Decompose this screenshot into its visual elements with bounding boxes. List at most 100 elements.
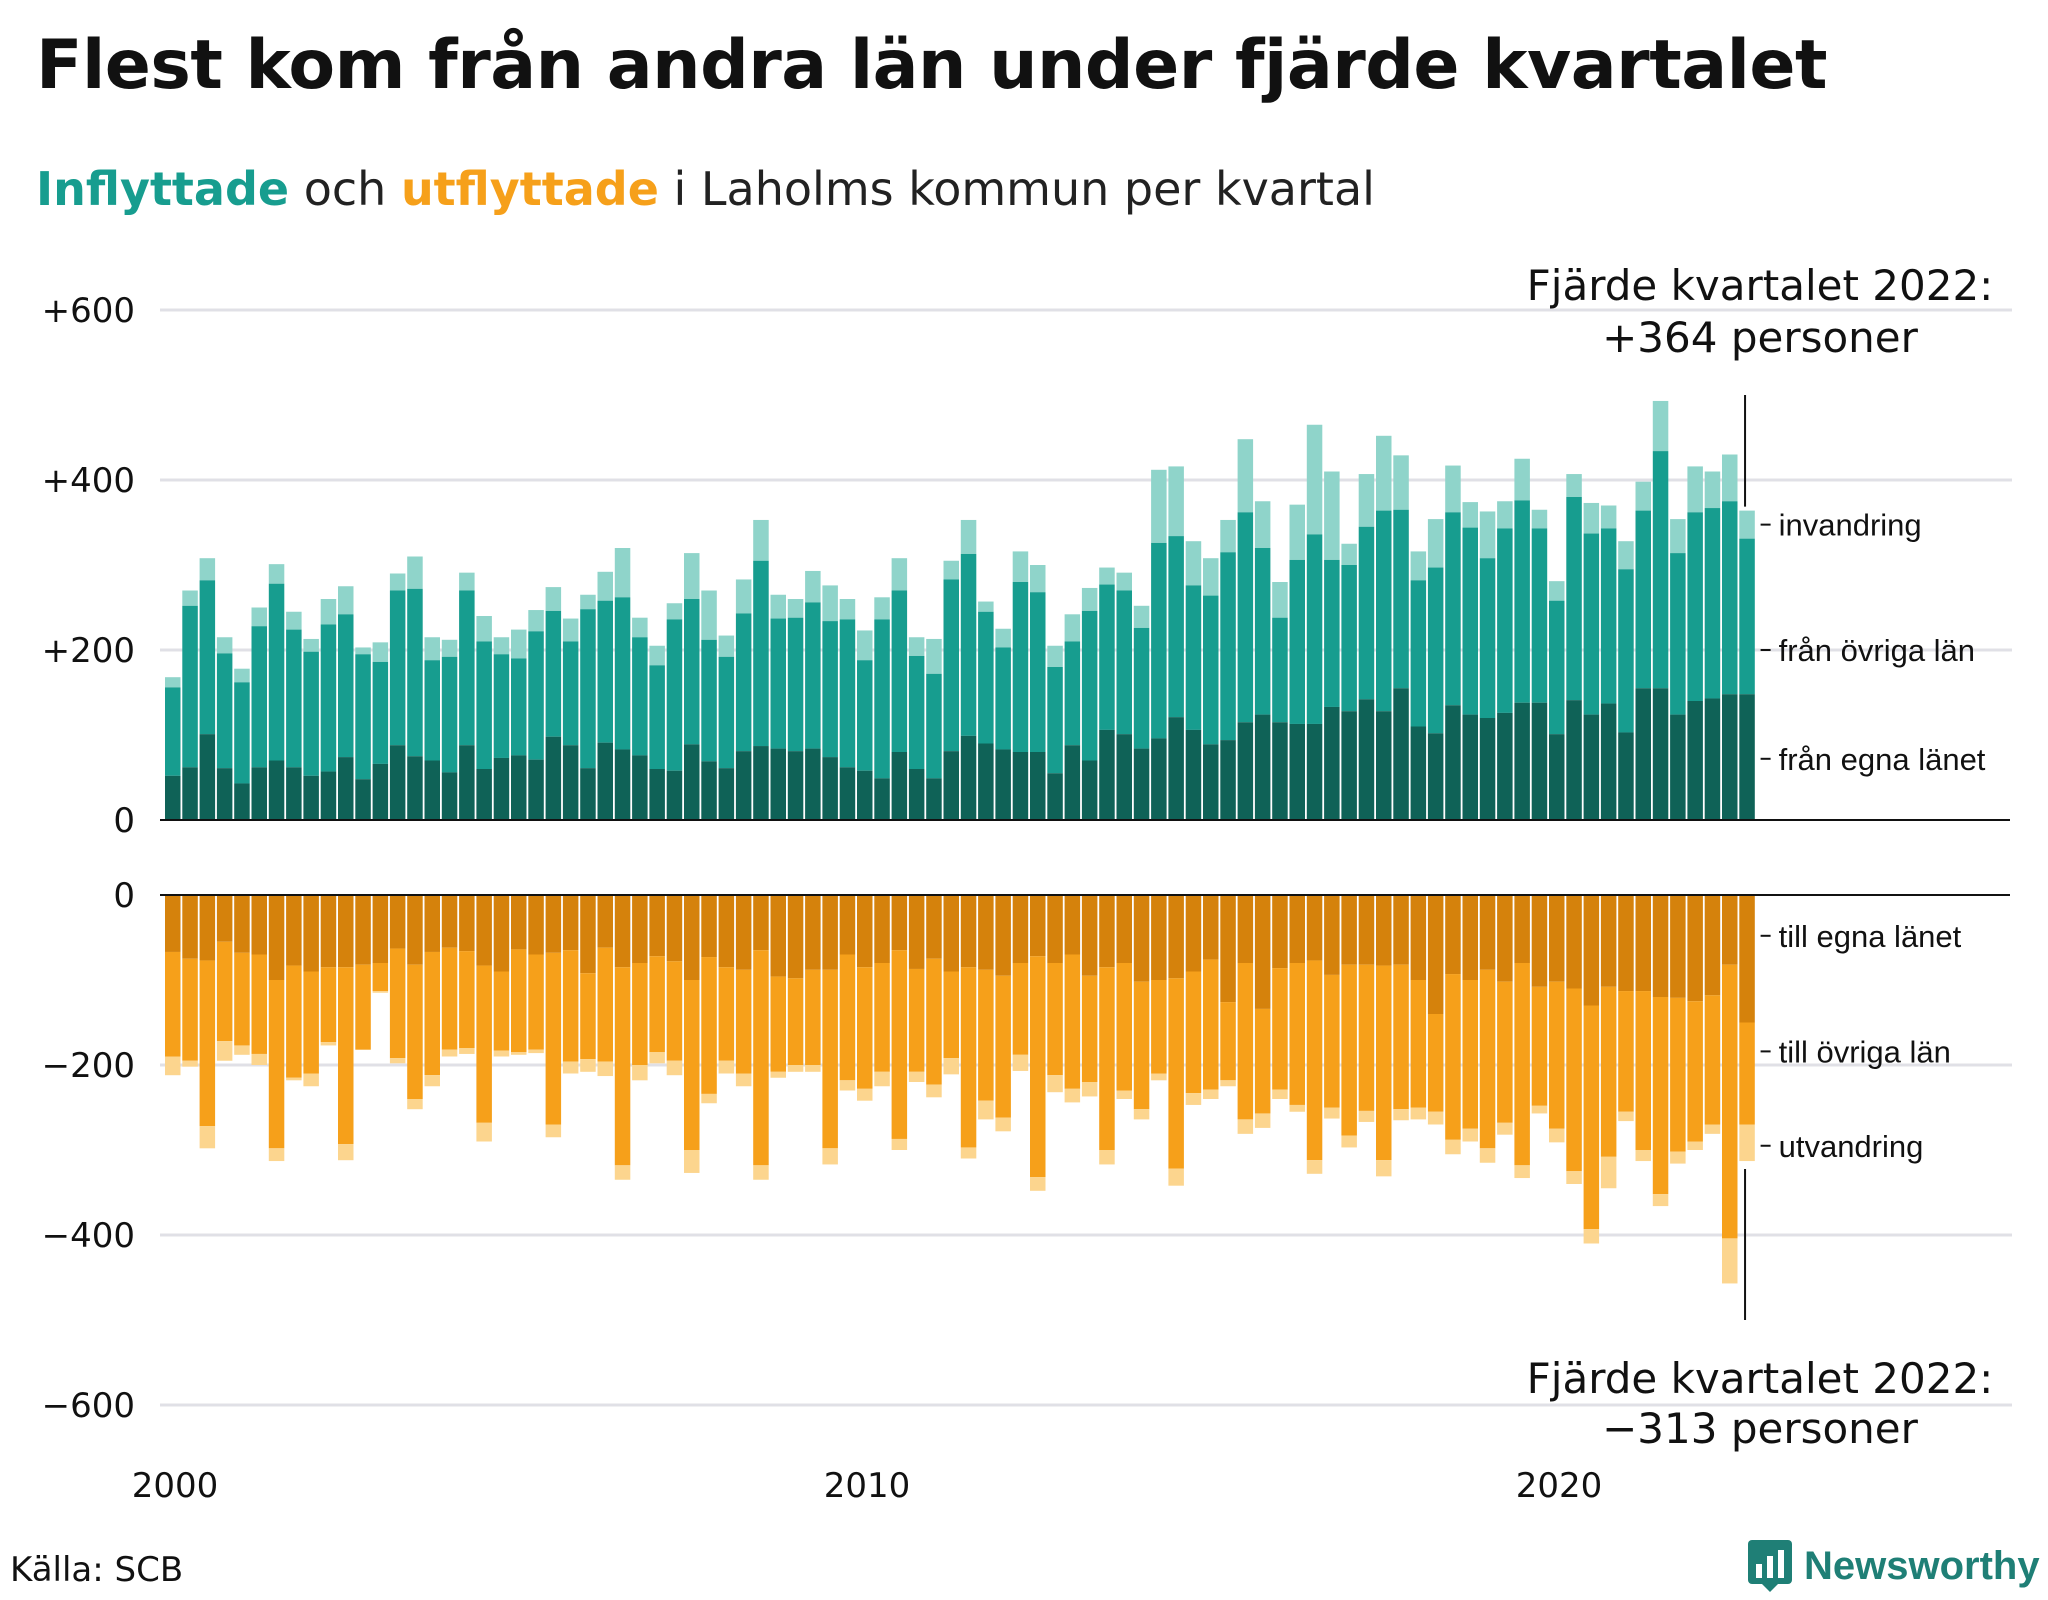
- bar-in-other-county: [338, 614, 354, 758]
- bar-out-emigration: [1099, 1150, 1115, 1165]
- series-label-top: invandring: [1779, 508, 1922, 543]
- bar-out-other-county: [1618, 991, 1634, 1112]
- bar-out-own-county: [1479, 895, 1496, 970]
- bar-in-own-county: [1514, 702, 1530, 820]
- bar-in-other-county: [597, 600, 613, 743]
- bar-in-other-county: [1185, 585, 1202, 730]
- bar-out-own-county: [493, 895, 510, 972]
- bar-in-other-county: [1462, 527, 1478, 715]
- bar-in-own-county: [1358, 699, 1375, 820]
- bar-out-other-county: [995, 975, 1011, 1118]
- bar-out-own-county: [1514, 895, 1530, 963]
- bar-in-own-county: [268, 760, 285, 820]
- bar-in-other-county: [701, 639, 717, 762]
- bar-out-own-county: [165, 895, 181, 952]
- bar-in-immigration: [943, 560, 959, 580]
- bar-out-other-county: [1237, 963, 1254, 1120]
- bar-out-other-county: [165, 951, 181, 1057]
- bar-out-other-county: [701, 957, 717, 1094]
- bar-out-emigration: [580, 1059, 596, 1072]
- bar-out-emigration: [268, 1148, 285, 1162]
- bar-out-own-county: [1566, 895, 1582, 989]
- bar-in-own-county: [1549, 734, 1565, 820]
- bar-in-own-county: [857, 770, 873, 820]
- x-tick-label: 2000: [132, 1466, 219, 1506]
- bar-out-emigration: [1462, 1128, 1478, 1142]
- bar-in-other-county: [684, 599, 700, 745]
- bar-out-emigration: [770, 1071, 786, 1078]
- bar-in-other-county: [1722, 501, 1738, 695]
- bar-in-immigration: [960, 519, 977, 554]
- bar-out-emigration: [234, 1045, 250, 1055]
- bar-out-emigration: [597, 1061, 613, 1077]
- bar-in-immigration: [1289, 504, 1305, 560]
- bar-in-other-county: [1393, 509, 1409, 689]
- bar-in-other-county: [1064, 641, 1081, 746]
- bar-in-immigration: [1531, 509, 1548, 529]
- bar-out-own-county: [372, 895, 389, 963]
- bar-out-emigration: [545, 1124, 562, 1138]
- bar-out-other-county: [839, 954, 856, 1081]
- bar-out-own-county: [1497, 895, 1513, 982]
- annotation-top-line1: Fjärde kvartalet 2022:: [1527, 261, 1994, 310]
- series-label-top: från egna länet: [1779, 742, 1986, 777]
- bar-out-emigration: [1341, 1135, 1357, 1148]
- bar-out-own-county: [1133, 895, 1150, 982]
- bar-out-own-county: [614, 895, 631, 968]
- bar-in-immigration: [1324, 471, 1340, 560]
- bar-out-other-county: [1099, 967, 1115, 1150]
- bar-out-own-county: [286, 895, 302, 966]
- bar-out-emigration: [511, 1052, 527, 1055]
- bar-in-own-county: [1081, 760, 1098, 820]
- bar-in-immigration: [770, 594, 786, 619]
- bar-in-own-county: [1687, 701, 1703, 820]
- bar-in-own-county: [1272, 722, 1288, 820]
- bar-out-own-county: [753, 895, 769, 951]
- bar-out-other-county: [1081, 975, 1098, 1082]
- bar-out-other-county: [355, 964, 371, 1050]
- bar-out-emigration: [666, 1060, 683, 1076]
- bar-out-own-county: [355, 895, 371, 965]
- bar-out-own-county: [1549, 895, 1565, 982]
- y-tick-label-top: 0: [113, 801, 135, 841]
- bar-in-other-county: [1133, 627, 1150, 749]
- bar-in-own-county: [441, 772, 458, 820]
- bar-out-emigration: [1306, 1160, 1323, 1174]
- bar-out-emigration: [1064, 1088, 1081, 1103]
- bar-out-other-county: [978, 969, 994, 1101]
- bar-out-other-county: [1376, 965, 1392, 1161]
- bar-out-emigration: [1549, 1128, 1565, 1143]
- bar-in-other-county: [908, 655, 925, 769]
- bar-out-own-county: [545, 895, 562, 953]
- bar-in-other-county: [1739, 538, 1755, 695]
- bar-out-emigration: [1410, 1107, 1427, 1120]
- bar-in-other-county: [891, 590, 908, 752]
- subtitle-rest: i Laholms kommun per kvartal: [658, 162, 1375, 216]
- bar-in-other-county: [805, 602, 821, 749]
- bar-in-other-county: [1081, 610, 1098, 761]
- bar-in-own-county: [545, 736, 562, 820]
- bar-in-immigration: [1722, 454, 1738, 502]
- bar-in-immigration: [303, 638, 319, 652]
- bar-out-emigration: [1497, 1122, 1513, 1135]
- axes: 0 +200 +400 +600 0 −200 −400 −600 2000 2010 2020: [42, 291, 2010, 1506]
- bar-in-other-county: [1116, 590, 1132, 735]
- bar-in-own-county: [1185, 729, 1202, 820]
- bar-out-own-county: [1652, 895, 1669, 997]
- subtitle-outflow-word: utflyttade: [400, 162, 659, 216]
- y-tick-label-bottom: −200: [42, 1046, 135, 1086]
- bar-in-immigration: [1099, 567, 1115, 585]
- bar-in-immigration: [1047, 645, 1063, 667]
- bar-out-other-county: [1635, 991, 1651, 1150]
- bar-out-emigration: [1324, 1107, 1340, 1119]
- bar-in-immigration: [268, 564, 285, 584]
- outflow-bars: [165, 895, 1755, 1284]
- bar-in-immigration: [1445, 465, 1461, 513]
- bar-out-other-county: [1670, 997, 1686, 1152]
- series-labels: invandring från övriga län från egna länet…: [1527, 261, 1994, 1453]
- bar-out-emigration: [1151, 1073, 1167, 1081]
- bar-in-own-county: [597, 742, 613, 820]
- bar-out-emigration: [493, 1050, 510, 1057]
- bar-out-other-county: [372, 963, 389, 992]
- bar-in-immigration: [562, 618, 579, 642]
